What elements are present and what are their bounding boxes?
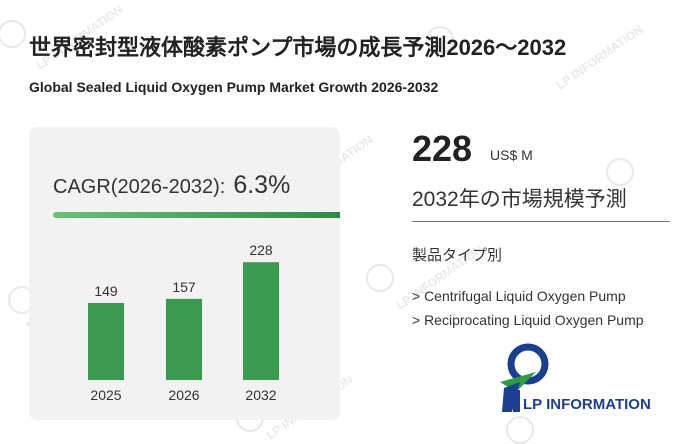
x-tick-2025: 2025 (90, 387, 121, 403)
data-label-2032: 228 (249, 242, 273, 258)
bar-chart: 149 2025 157 2026 228 2032 (88, 242, 279, 403)
data-label-2025: 149 (94, 283, 118, 299)
lp-information-logo: LP INFORMATION (500, 343, 651, 413)
logo-mark-icon (500, 343, 549, 412)
cagr-row: CAGR(2026-2032): 6.3% (53, 171, 290, 200)
logo-text: LP INFORMATION (523, 396, 651, 413)
segment-item-reciprocating: > Reciprocating Liquid Oxygen Pump (412, 312, 644, 328)
bar-2032 (243, 262, 279, 380)
market-size-unit: US$ M (490, 147, 533, 163)
cagr-value: 6.3% (233, 171, 291, 199)
cagr-label: CAGR(2026-2032): (53, 176, 226, 198)
market-size-label: 2032年の市場規模予測 (412, 188, 627, 211)
growth-card: CAGR(2026-2032): 6.3% 149 2025 157 2026 228 20… (29, 127, 340, 420)
market-size-value: 228 (412, 128, 473, 169)
segment-item-centrifugal: > Centrifugal Liquid Oxygen Pump (412, 288, 626, 304)
bar-2025 (88, 303, 124, 380)
cagr-underline (53, 212, 340, 218)
x-tick-2026: 2026 (168, 387, 199, 403)
page-title: 世界密封型液体酸素ポンプ市場の成長予測2026～2032 (29, 35, 567, 60)
bar-2026 (166, 298, 202, 380)
page-subtitle: Global Sealed Liquid Oxygen Pump Market … (29, 79, 439, 95)
x-tick-2032: 2032 (245, 387, 276, 403)
watermark-text: LP INFORMATION (554, 22, 646, 92)
divider (412, 221, 670, 222)
segment-title: 製品タイプ別 (412, 247, 503, 264)
data-label-2026: 157 (172, 279, 196, 295)
